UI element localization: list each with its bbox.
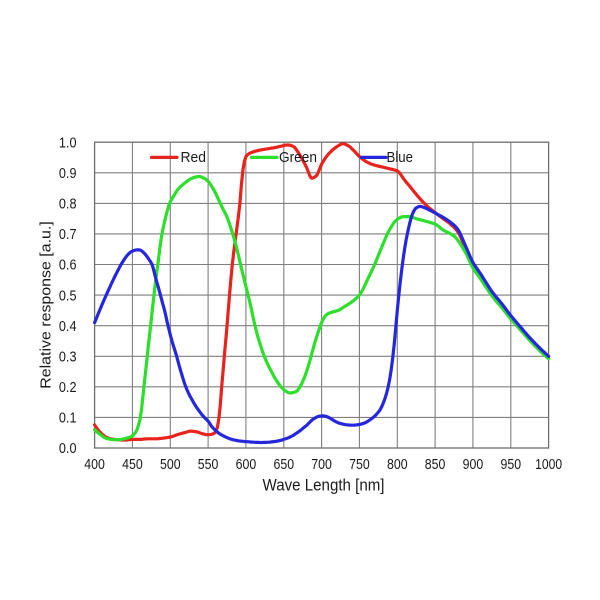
svg-text:950: 950 [501,457,522,473]
svg-text:0.1: 0.1 [59,411,77,427]
svg-text:0.9: 0.9 [59,166,77,182]
svg-text:800: 800 [387,457,408,473]
svg-text:650: 650 [274,457,295,473]
svg-text:750: 750 [349,457,370,473]
svg-text:450: 450 [122,457,143,473]
svg-text:0.2: 0.2 [59,380,77,396]
svg-text:Relative response [a.u.]: Relative response [a.u.] [38,221,55,389]
svg-text:0.7: 0.7 [59,227,77,243]
svg-text:550: 550 [198,457,219,473]
svg-text:0.5: 0.5 [59,288,77,304]
svg-text:500: 500 [160,457,181,473]
svg-text:400: 400 [84,457,105,473]
svg-text:900: 900 [463,457,484,473]
svg-text:1.0: 1.0 [59,135,77,151]
svg-text:0.4: 0.4 [59,319,77,335]
svg-text:0.6: 0.6 [59,258,77,274]
svg-text:1000: 1000 [535,457,562,473]
svg-text:0.3: 0.3 [59,350,77,366]
svg-text:Green: Green [279,150,317,166]
svg-text:Blue: Blue [387,150,414,166]
svg-text:850: 850 [425,457,446,473]
svg-text:600: 600 [236,457,257,473]
svg-text:0.0: 0.0 [59,441,77,457]
svg-text:Wave Length [nm]: Wave Length [nm] [263,475,385,494]
svg-text:700: 700 [311,457,332,473]
svg-text:0.8: 0.8 [59,197,77,213]
svg-text:Red: Red [181,150,207,166]
